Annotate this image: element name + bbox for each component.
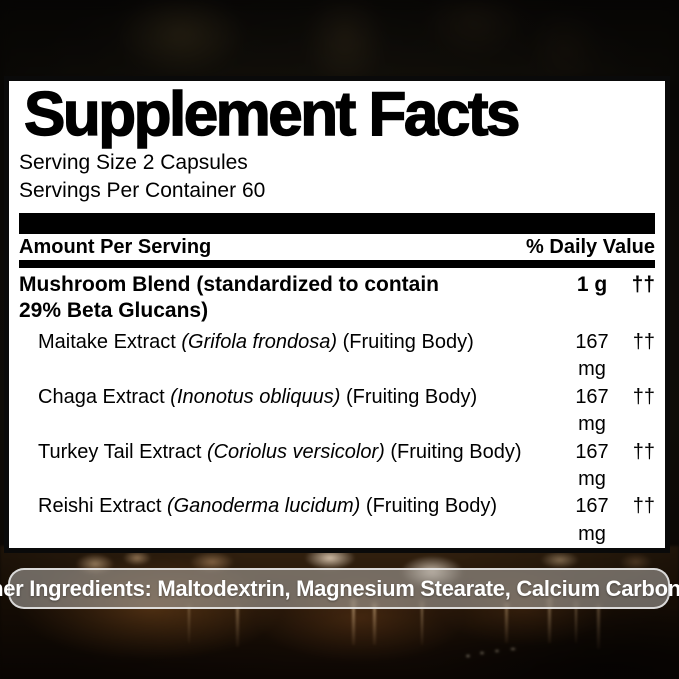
- ingredient-name: Cordyceps Extract (Cordyceps militaris) …: [38, 548, 560, 553]
- ingredient-daily-value: ††: [632, 495, 655, 518]
- panel-title: Supplement Facts: [23, 80, 521, 149]
- ingredient-daily-value: ††: [632, 385, 655, 408]
- ingredient-amount: 167 mg: [575, 331, 609, 381]
- ingredient-amount: 167 mg: [575, 495, 609, 545]
- ingredient-amount: 167 mg: [575, 385, 609, 436]
- daily-value-header: % Daily Value: [526, 236, 655, 258]
- blend-name-line1: Mushroom Blend (standardized to contain: [19, 273, 440, 296]
- blend-name: Mushroom Blend (standardized to contain …: [19, 272, 560, 324]
- supplement-facts-panel: Supplement Facts Serving Size 2 Capsules…: [4, 76, 670, 553]
- table-row: Reishi Extract (Ganoderma lucidum) (Frui…: [19, 493, 655, 548]
- blend-name-line2: 29% Beta Glucans): [19, 299, 209, 322]
- table-row: Cordyceps Extract (Cordyceps militaris) …: [19, 548, 655, 553]
- serving-size: Serving Size 2 Capsules: [19, 151, 248, 174]
- ingredient-daily-value: ††: [624, 548, 655, 553]
- amount-per-serving-header: Amount Per Serving: [19, 236, 212, 258]
- ingredient-rows: Maitake Extract (Grifola frondosa) (Frui…: [19, 329, 655, 553]
- ingredient-amount: 167 mg: [575, 440, 609, 491]
- forest-background-top: [0, 0, 679, 84]
- ingredient-name: Turkey Tail Extract (Coriolus versicolor…: [38, 440, 522, 463]
- blend-amount: 1 g: [576, 273, 608, 296]
- other-ingredients-text: Other Ingredients: Maltodextrin, Magnesi…: [0, 575, 679, 601]
- table-row: Maitake Extract (Grifola frondosa) (Frui…: [19, 329, 655, 384]
- ingredient-name: Maitake Extract (Grifola frondosa) (Frui…: [38, 331, 474, 353]
- servings-per-container: Servings Per Container 60: [19, 179, 266, 202]
- table-row: Turkey Tail Extract (Coriolus versicolor…: [19, 439, 655, 494]
- ingredient-daily-value: ††: [632, 331, 655, 353]
- table-header-row: Amount Per Serving % Daily Value: [19, 234, 655, 260]
- other-ingredients-box: Other Ingredients: Maltodextrin, Magnesi…: [0, 568, 679, 609]
- ingredient-daily-value: ††: [632, 440, 655, 463]
- table-row: Chaga Extract (Inonotus obliquus) (Fruit…: [19, 384, 655, 439]
- divider-medium: [19, 260, 655, 268]
- mushroom-blend-row: Mushroom Blend (standardized to contain …: [19, 272, 655, 324]
- ingredient-name: Reishi Extract (Ganoderma lucidum) (Frui…: [38, 495, 498, 518]
- blend-daily-value: ††: [631, 273, 655, 296]
- divider-thick-top: [19, 213, 655, 234]
- ingredient-amount: 167 mg: [560, 548, 624, 553]
- ingredient-name: Chaga Extract (Inonotus obliquus) (Fruit…: [38, 385, 478, 408]
